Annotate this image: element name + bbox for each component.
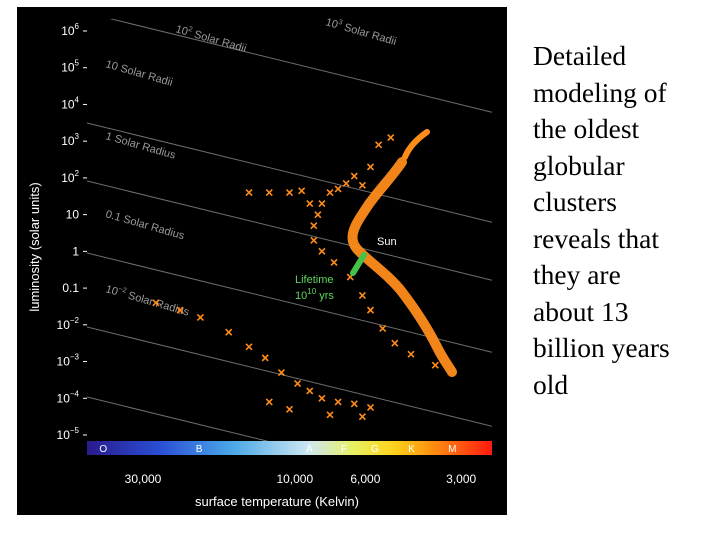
data-point <box>366 403 375 412</box>
data-point <box>391 339 399 347</box>
x-tick-label: 6,000 <box>350 472 380 486</box>
y-tick-label: 1 <box>72 244 79 258</box>
radius-line-label: 103 Solar Radii <box>324 15 398 48</box>
y-tick-label: 0.1 <box>62 281 79 295</box>
data-point <box>265 398 273 406</box>
y-tick-label: 102 <box>61 169 79 185</box>
y-tick-label: 10−3 <box>57 353 80 369</box>
radius-line-label: 10−2 Solar Radius <box>104 282 191 318</box>
spectral-class-bar <box>87 441 492 455</box>
data-point <box>330 258 338 266</box>
data-point <box>326 411 334 419</box>
y-tick-label: 105 <box>61 59 79 75</box>
data-point <box>358 291 366 300</box>
y-tick-label: 10−4 <box>57 389 80 405</box>
spectral-class-label: A <box>306 444 313 455</box>
data-point <box>310 222 318 230</box>
radius-line-label: 1 Solar Radius <box>104 130 177 162</box>
data-point <box>245 343 253 351</box>
caption-text: Detailed modeling of the oldest globular… <box>533 40 670 400</box>
data-point <box>334 185 342 193</box>
data-point <box>265 189 273 197</box>
radius-line-label: 10 Solar Radii <box>104 58 174 89</box>
lifetime-label: Lifetime <box>295 274 334 286</box>
main-sequence-band <box>347 157 457 377</box>
x-axis-title: surface temperature (Kelvin) <box>195 494 359 509</box>
data-point <box>431 361 439 369</box>
data-point <box>152 299 160 307</box>
data-point <box>334 398 342 406</box>
hr-diagram-panel: 102 Solar Radii 103 Solar Radii 10 Solar R… <box>17 7 507 515</box>
radius-line-label: 102 Solar Radii <box>174 22 248 55</box>
lifetime-marker <box>350 252 367 276</box>
data-point <box>298 187 306 195</box>
data-point <box>407 350 415 358</box>
radius-line <box>87 180 492 281</box>
sun-label: Sun <box>377 236 397 248</box>
data-point <box>350 172 358 180</box>
data-point <box>318 394 326 402</box>
data-point <box>379 324 387 333</box>
data-point <box>176 306 184 314</box>
y-tick-label: 10−5 <box>57 426 80 442</box>
spectral-class-label: B <box>196 444 203 455</box>
data-point <box>326 189 334 197</box>
data-point <box>306 200 314 208</box>
radius-line <box>109 19 492 113</box>
x-tick-label: 3,000 <box>446 472 476 486</box>
y-tick-label: 10−2 <box>57 316 80 332</box>
y-tick-label: 103 <box>61 132 79 148</box>
x-tick-label: 10,000 <box>276 472 313 486</box>
y-tick-label: 10 <box>66 208 80 222</box>
radius-line <box>87 326 492 427</box>
data-point <box>358 181 366 189</box>
y-tick-label: 104 <box>61 95 79 111</box>
data-point <box>358 413 366 421</box>
spectral-class-label: F <box>341 444 347 455</box>
data-point <box>350 400 358 408</box>
data-point <box>318 200 326 208</box>
data-point <box>285 405 294 413</box>
data-point <box>196 313 204 322</box>
data-point <box>366 163 375 171</box>
spectral-class-label: K <box>408 444 415 455</box>
radius-line <box>87 252 492 353</box>
data-point <box>310 236 318 244</box>
spectral-class-label: G <box>371 444 379 455</box>
radius-line <box>87 122 492 223</box>
hr-diagram-chart: 102 Solar Radii 103 Solar Radii 10 Solar R… <box>27 15 492 509</box>
data-point <box>387 133 395 142</box>
data-point <box>314 211 322 219</box>
data-point <box>318 247 326 255</box>
data-point <box>261 354 269 362</box>
data-point <box>375 141 383 149</box>
data-point <box>366 306 375 314</box>
y-tick-label: 106 <box>61 22 79 38</box>
data-point <box>245 189 253 197</box>
data-point <box>306 387 314 395</box>
data-point <box>342 179 350 187</box>
lifetime-value: 1010 yrs <box>295 287 334 302</box>
x-tick-label: 30,000 <box>125 472 162 486</box>
y-axis-title: luminosity (solar units) <box>27 182 42 311</box>
main-sequence-band-upper <box>402 129 430 160</box>
data-point <box>294 380 302 388</box>
data-point <box>277 368 285 377</box>
spectral-class-label: O <box>99 444 107 455</box>
data-point <box>285 189 294 197</box>
spectral-class-label: M <box>448 444 456 455</box>
data-point <box>225 328 233 336</box>
radius-line-label: 0.1 Solar Radius <box>104 208 186 242</box>
